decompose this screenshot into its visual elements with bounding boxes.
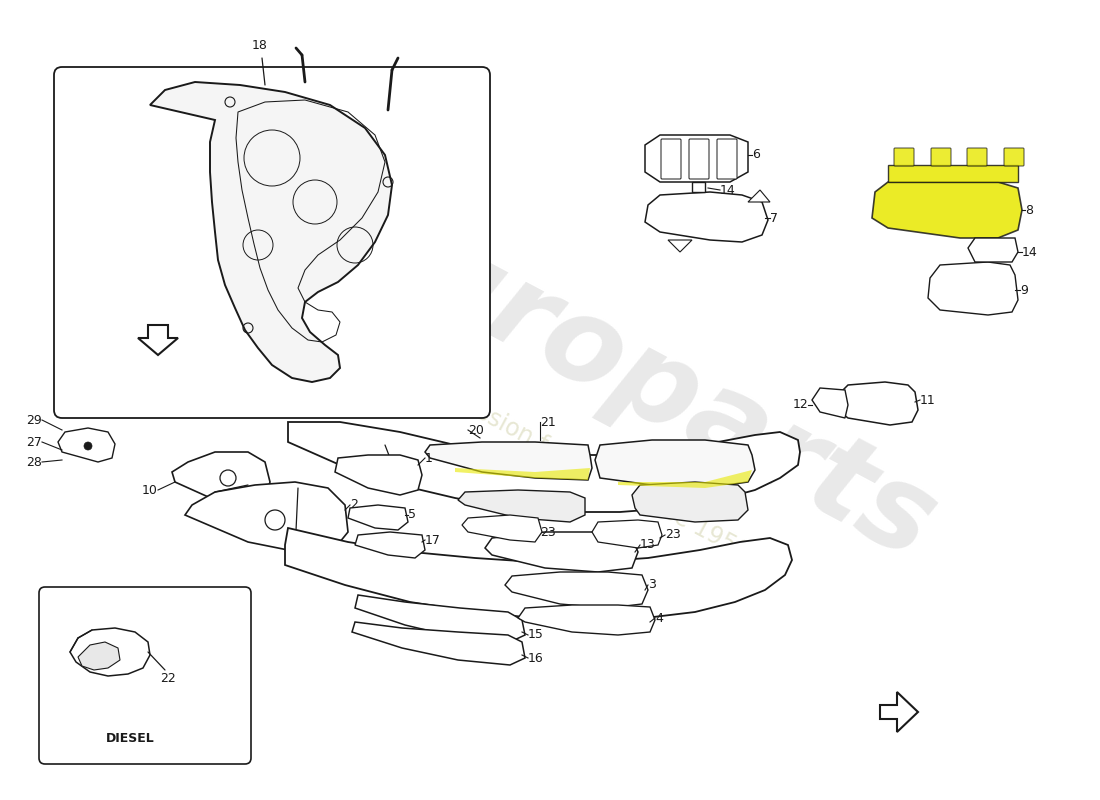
Polygon shape <box>592 520 662 548</box>
Text: 20: 20 <box>468 423 484 437</box>
Text: a passion for parts since 1959: a passion for parts since 1959 <box>427 376 754 564</box>
Polygon shape <box>355 595 525 642</box>
FancyBboxPatch shape <box>689 139 710 179</box>
FancyBboxPatch shape <box>39 587 251 764</box>
Polygon shape <box>138 325 178 355</box>
Text: 7: 7 <box>770 211 778 225</box>
Polygon shape <box>595 440 755 488</box>
Polygon shape <box>645 192 768 242</box>
Polygon shape <box>425 442 592 480</box>
Polygon shape <box>150 82 392 382</box>
Text: 21: 21 <box>540 415 556 429</box>
Polygon shape <box>888 165 1018 182</box>
Polygon shape <box>928 262 1018 315</box>
Polygon shape <box>668 240 692 252</box>
Polygon shape <box>462 515 542 542</box>
FancyBboxPatch shape <box>717 139 737 179</box>
Text: 10: 10 <box>142 483 158 497</box>
Text: 3: 3 <box>648 578 656 591</box>
Polygon shape <box>455 468 590 480</box>
Text: 5: 5 <box>408 509 416 522</box>
FancyBboxPatch shape <box>967 148 987 166</box>
FancyBboxPatch shape <box>931 148 952 166</box>
Text: 22: 22 <box>160 671 176 685</box>
FancyBboxPatch shape <box>54 67 490 418</box>
Polygon shape <box>70 628 150 676</box>
Polygon shape <box>812 388 848 418</box>
Polygon shape <box>835 382 918 425</box>
Polygon shape <box>872 182 1022 238</box>
Polygon shape <box>880 692 918 732</box>
Polygon shape <box>618 470 752 488</box>
Polygon shape <box>632 482 748 522</box>
Polygon shape <box>172 452 270 505</box>
Text: 4: 4 <box>654 611 663 625</box>
Polygon shape <box>505 572 648 608</box>
Polygon shape <box>355 532 425 558</box>
Text: 14: 14 <box>1022 246 1037 258</box>
Text: 9: 9 <box>1020 283 1027 297</box>
Polygon shape <box>748 190 770 202</box>
Text: 11: 11 <box>920 394 936 406</box>
Polygon shape <box>78 642 120 670</box>
Text: 15: 15 <box>528 629 543 642</box>
Text: 17: 17 <box>425 534 441 546</box>
Polygon shape <box>485 532 638 572</box>
Text: 8: 8 <box>1025 203 1033 217</box>
Text: 12: 12 <box>792 398 808 411</box>
Text: 14: 14 <box>720 183 736 197</box>
Text: 29: 29 <box>26 414 42 426</box>
Polygon shape <box>645 135 748 182</box>
Text: DIESEL: DIESEL <box>106 732 154 745</box>
Text: 23: 23 <box>540 526 556 538</box>
Text: 13: 13 <box>640 538 656 551</box>
Text: 1: 1 <box>425 451 433 465</box>
Polygon shape <box>285 528 792 620</box>
Text: 23: 23 <box>666 529 681 542</box>
Polygon shape <box>58 428 116 462</box>
FancyBboxPatch shape <box>661 139 681 179</box>
Polygon shape <box>288 422 800 512</box>
Text: 16: 16 <box>528 651 543 665</box>
Text: 27: 27 <box>26 435 42 449</box>
Polygon shape <box>692 182 705 192</box>
Polygon shape <box>518 605 654 635</box>
Text: europarts: europarts <box>324 176 955 584</box>
FancyBboxPatch shape <box>894 148 914 166</box>
Polygon shape <box>968 238 1018 262</box>
Polygon shape <box>185 482 348 552</box>
Polygon shape <box>336 455 422 495</box>
Polygon shape <box>348 505 408 530</box>
FancyBboxPatch shape <box>1004 148 1024 166</box>
Polygon shape <box>352 622 525 665</box>
Circle shape <box>84 442 92 450</box>
Text: 2: 2 <box>350 498 358 511</box>
Text: 28: 28 <box>26 455 42 469</box>
Polygon shape <box>458 490 585 522</box>
Text: 18: 18 <box>252 39 268 52</box>
Text: 6: 6 <box>752 149 760 162</box>
